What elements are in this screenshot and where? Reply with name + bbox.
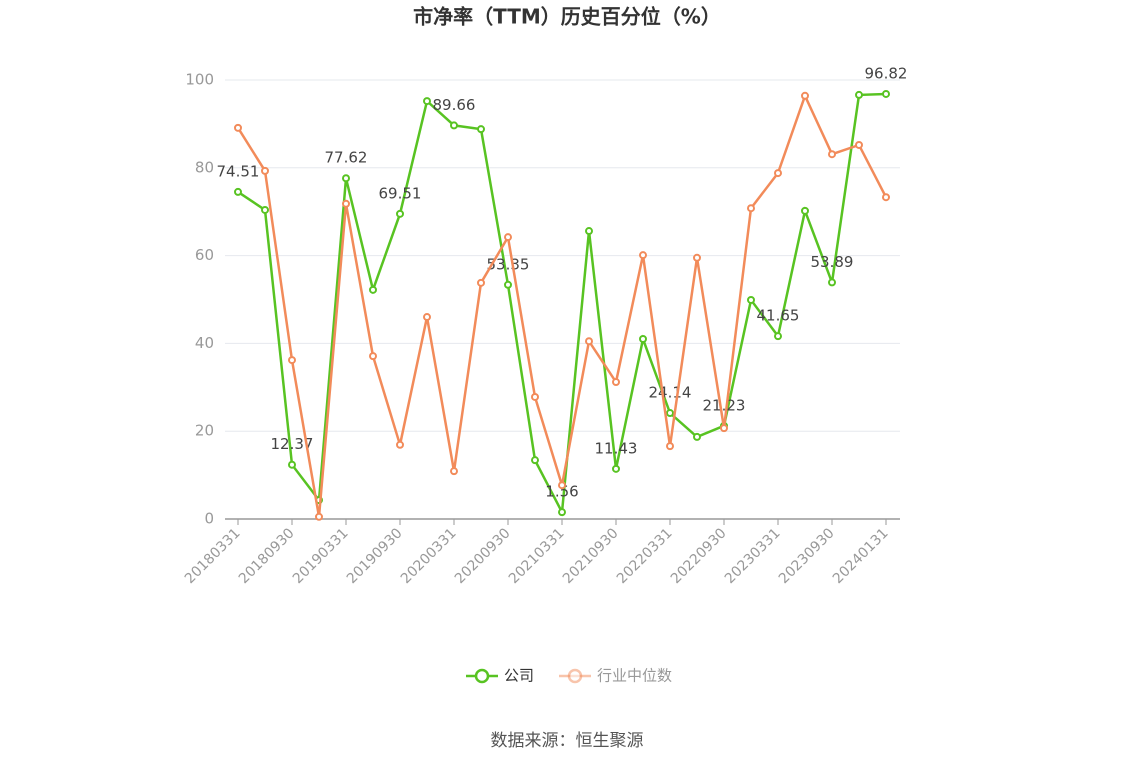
data-point (639, 251, 647, 260)
legend-item: 公司 (466, 667, 534, 685)
legend-swatch (567, 668, 583, 684)
data-label: 41.65 (757, 307, 800, 325)
data-point (612, 464, 620, 473)
legend-item: 行业中位数 (559, 667, 672, 685)
x-tick-label: 20220930 (668, 525, 730, 587)
data-label: 53.35 (487, 255, 530, 273)
y-tick-label: 0 (204, 510, 214, 528)
data-point (423, 97, 431, 106)
legend-label: 行业中位数 (597, 667, 672, 685)
y-tick-label: 60 (195, 246, 214, 264)
data-point (612, 378, 620, 387)
data-point (288, 460, 296, 469)
data-point (558, 481, 566, 490)
data-label: 53.89 (811, 253, 854, 271)
data-point (747, 295, 755, 304)
x-tick-label: 20180930 (236, 525, 298, 587)
x-tick-label: 20210331 (506, 525, 568, 587)
x-tick-label: 20180331 (182, 525, 244, 587)
data-point (450, 467, 458, 476)
data-label: 11.43 (595, 439, 638, 457)
y-tick-label: 20 (195, 422, 214, 440)
data-point (882, 89, 890, 98)
data-label: 77.62 (325, 149, 368, 167)
data-label: 74.51 (217, 162, 260, 180)
data-point (396, 209, 404, 218)
data-label: 1.56 (545, 483, 578, 501)
data-point (261, 205, 269, 214)
x-tick-label: 20210930 (560, 525, 622, 587)
data-point (693, 432, 701, 441)
data-point (315, 512, 323, 521)
x-tick-label: 20200331 (398, 525, 460, 587)
data-point (801, 206, 809, 215)
data-point (639, 335, 647, 344)
data-point (342, 174, 350, 183)
data-point (693, 253, 701, 262)
x-tick-label: 20230930 (776, 525, 838, 587)
data-point (477, 125, 485, 134)
y-tick-label: 100 (185, 71, 214, 89)
data-point (504, 233, 512, 242)
data-point (855, 90, 863, 99)
data-point (531, 392, 539, 401)
data-point (828, 278, 836, 287)
data-label: 24.14 (649, 384, 692, 402)
x-tick-label: 20190331 (290, 525, 352, 587)
data-point (747, 204, 755, 213)
data-point (450, 121, 458, 130)
data-point (666, 442, 674, 451)
data-label: 89.66 (433, 96, 476, 114)
data-point (234, 123, 242, 132)
data-point (342, 199, 350, 208)
data-point (585, 227, 593, 236)
data-point (801, 91, 809, 100)
data-point (261, 166, 269, 175)
data-point (855, 140, 863, 149)
data-point (369, 352, 377, 361)
data-point (504, 280, 512, 289)
legend-label: 公司 (504, 667, 534, 685)
data-point (558, 508, 566, 517)
data-point (720, 424, 728, 433)
data-point (288, 356, 296, 365)
data-label: 96.82 (865, 64, 908, 82)
data-point (531, 456, 539, 465)
x-tick-label: 20240131 (830, 525, 892, 587)
data-point (477, 278, 485, 287)
x-tick-label: 20190930 (344, 525, 406, 587)
data-point (666, 409, 674, 418)
x-tick-label: 20230331 (722, 525, 784, 587)
y-tick-label: 80 (195, 158, 214, 176)
data-point (369, 285, 377, 294)
data-point (774, 169, 782, 178)
legend-swatch (474, 668, 490, 684)
source-note: 数据来源：恒生聚源 (491, 731, 644, 751)
data-point (585, 337, 593, 346)
y-tick-label: 40 (195, 334, 214, 352)
chart-title: 市净率（TTM）历史百分位（%） (413, 5, 721, 29)
data-point (423, 313, 431, 322)
data-point (234, 187, 242, 196)
data-point (828, 150, 836, 159)
data-label: 69.51 (379, 184, 422, 202)
data-label: 21.23 (703, 396, 746, 414)
data-label: 12.37 (271, 435, 314, 453)
x-tick-label: 20200930 (452, 525, 514, 587)
data-point (774, 332, 782, 341)
x-tick-label: 20220331 (614, 525, 676, 587)
data-point (396, 440, 404, 449)
data-point (882, 193, 890, 202)
